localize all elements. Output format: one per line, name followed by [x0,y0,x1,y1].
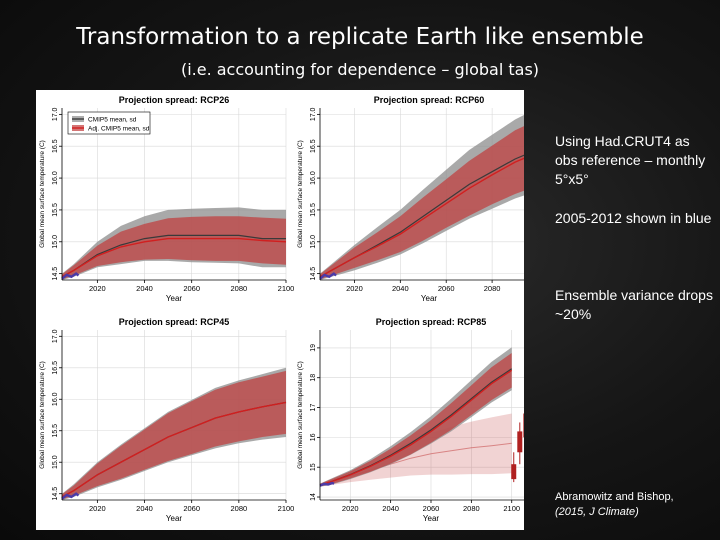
x-tick-label: 2100 [278,284,295,293]
y-tick-label: 16.5 [52,139,59,153]
y-tick-label: 17 [310,404,317,412]
adj-cmip5-mean-line [61,237,287,278]
x-axis-label: Year [421,294,438,303]
x-tick-label: 2020 [89,504,106,513]
x-tick-label: 2040 [392,284,409,293]
y-tick-label: 17.0 [52,329,59,343]
chart-title: Projection spread: RCP85 [376,317,487,327]
slide-title: Transformation to a replicate Earth like… [76,24,644,50]
observation-line [61,492,80,500]
cmip5-sd-band [320,347,512,487]
projection-charts: Projection spread: RCP26 2020 2040 2060 2080… [39,95,524,523]
side-bar-box [517,431,523,453]
x-tick-label: 2080 [230,284,247,293]
chart-title: Projection spread: RCP60 [374,95,485,105]
y-axis-label: Global mean surface temperature (C) [39,361,46,469]
chart-panel-1: Projection spread: RCP26 2020 2040 2060 2080… [39,95,294,303]
x-tick-label: 2020 [342,504,359,513]
y-tick-label: 14.5 [52,487,59,501]
projection-figure: Projection spread: RCP26 2020 2040 2060 2080… [36,90,524,530]
legend-entry: Adj. CMIP5 mean, sd [88,126,150,133]
adj-cmip5-mean-line [61,401,287,498]
slide-subtitle: (i.e. accounting for dependence – global… [180,60,540,79]
side-bar-box [523,413,524,438]
y-tick-label: 16.0 [310,171,317,185]
y-axis-label: Global mean surface temperature (C) [39,140,46,248]
y-tick-label: 15 [310,463,317,471]
y-tick-label: 15.5 [52,203,59,217]
x-tick-label: 2100 [278,504,295,513]
y-tick-label: 15.0 [310,235,317,249]
adj-cmip5-mean-line [319,157,524,278]
y-tick-label: 16.0 [52,392,59,406]
y-tick-label: 16 [310,433,317,441]
note-observation-period: 2005-2012 shown in blue [555,210,712,226]
x-tick-label: 2080 [463,504,480,513]
x-tick-label: 2060 [438,284,455,293]
x-tick-label: 2020 [346,284,363,293]
y-tick-label: 16.5 [52,361,59,375]
x-axis-label: Year [166,294,183,303]
citation: Abramowitz and Bishop, (2015, J Climate) [555,490,720,520]
legend-box [67,111,151,135]
observation-line [61,272,80,280]
cmip5-mean-line [61,234,286,278]
y-tick-label: 16.0 [52,171,59,185]
chart-title: Projection spread: RCP45 [119,317,230,327]
chart-panel-3: Projection spread: RCP45 2020 2040 2060 2080… [39,317,294,523]
x-axis-label: Year [423,514,440,523]
adj-cmip5-mean-line [319,369,513,486]
y-tick-label: 15.0 [52,235,59,249]
y-tick-label: 18 [310,374,317,382]
x-tick-label: 2040 [136,504,153,513]
side-bar-box [511,464,517,480]
x-axis-label: Year [166,514,183,523]
legend-entry: CMIP5 mean, sd [88,117,137,124]
y-tick-label: 14.5 [52,267,59,281]
note-variance-drop: Ensemble variance drops ~20% [555,287,713,322]
x-tick-label: 2060 [423,504,440,513]
y-tick-label: 14.5 [310,267,317,281]
chart-panel-2: Projection spread: RCP60 2020 2040 2060 2080… [297,95,524,303]
y-tick-label: 16.5 [310,139,317,153]
y-tick-label: 19 [310,344,317,352]
x-tick-label: 2080 [484,284,501,293]
adj-cmip5-sd-band [62,216,286,280]
observation-line [319,272,337,280]
y-tick-label: 17.0 [310,107,317,121]
y-tick-label: 15.0 [52,455,59,469]
citation-reference: (2015, J Climate) [555,506,639,518]
adj-cmip5-sd-band [320,126,524,280]
x-tick-label: 2080 [230,504,247,513]
y-axis-label: Global mean surface temperature (C) [297,361,304,469]
x-tick-label: 2040 [382,504,399,513]
y-tick-label: 15.5 [52,424,59,438]
note-obs-reference: Using Had.CRUT4 as obs reference – month… [555,133,706,187]
x-tick-label: 2100 [503,504,520,513]
x-tick-label: 2020 [89,284,106,293]
observation-line [319,481,335,487]
chart-title: Projection spread: RCP26 [119,95,230,105]
y-tick-label: 17.0 [52,107,59,121]
y-tick-label: 14 [310,493,317,501]
x-tick-label: 2040 [136,284,153,293]
y-axis-label: Global mean surface temperature (C) [297,140,304,248]
y-tick-label: 15.5 [310,203,317,217]
chart-panel-4: Projection spread: RCP85 2020 2040 2060 2080… [297,317,524,523]
citation-authors: Abramowitz and Bishop, [555,491,674,503]
x-tick-label: 2060 [183,284,200,293]
x-tick-label: 2060 [183,504,200,513]
